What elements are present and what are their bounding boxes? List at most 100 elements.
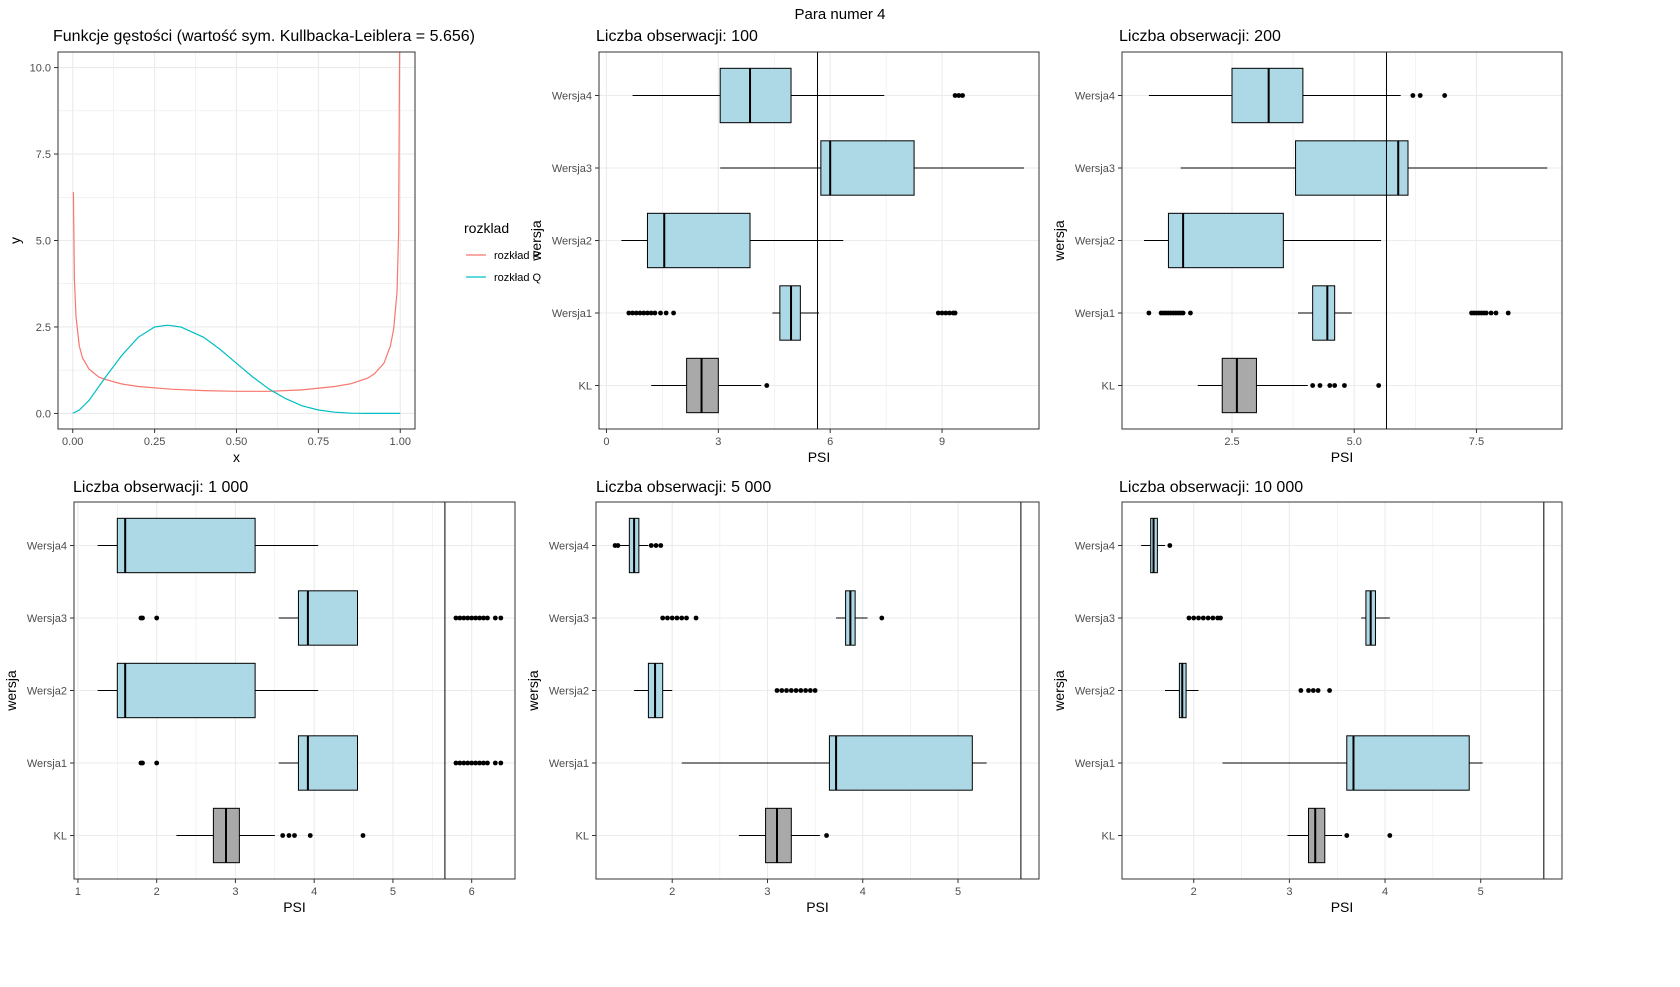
y-tick-label: Wersja3 [552,163,592,175]
outlier-point [465,760,471,766]
box-iqr [820,140,915,196]
x-tick-label: 3 [764,886,770,898]
outlier-point [952,93,958,98]
outlier-point [492,760,498,766]
outlier-point [485,615,490,621]
y-tick-label: Wersja3 [549,613,589,625]
outlier-point [665,615,670,621]
box-wersja1 [138,735,504,791]
outlier-point [935,310,941,316]
outlier-point [1327,688,1332,693]
x-tick-label: 5 [390,886,396,898]
outlier-point [1387,833,1393,838]
outlier-point [674,615,680,621]
outlier-point [788,688,794,693]
outlier-point [492,615,498,621]
outlier-point [824,833,829,838]
y-tick-label: Wersja2 [27,686,67,698]
outlier-point [1344,833,1350,838]
x-tick-label: 2.5 [1224,436,1239,448]
box-iqr [1167,212,1284,269]
outlier-point [473,615,479,621]
outlier-point [481,615,486,621]
outlier-point [679,615,685,621]
outlier-point [784,688,789,693]
y-tick-label: Wersja2 [1075,686,1115,698]
outlier-point [637,310,643,316]
box-iqr [1231,67,1304,124]
y-tick-label: Wersja4 [27,541,67,553]
outlier-point [485,760,490,766]
outlier-point [469,615,475,621]
box-wersja4 [632,67,965,124]
outlier-point [1196,615,1201,621]
outlier-point [671,310,676,316]
outlier-point [1310,383,1316,388]
series-line-q [72,324,401,414]
box-wersja2 [1165,662,1332,719]
box-iqr [1221,357,1257,414]
x-tick-label: 3 [232,886,238,898]
outlier-point [473,760,479,766]
y-tick-label: Wersja2 [549,686,589,698]
outlier-point [774,688,780,693]
x-tick-label: 4 [860,886,866,898]
x-tick-label: 0.75 [308,436,329,448]
box-wersja4 [97,517,319,574]
x-axis-title: x [233,449,240,465]
box-wersja4 [612,517,664,574]
y-tick-label: Wersja1 [1075,758,1115,770]
y-tick-label: KL [54,831,67,843]
box-kl [738,807,829,864]
x-tick-label: 5.0 [1347,436,1362,448]
y-tick-label: KL [1102,831,1115,843]
y-tick-label: 10.0 [30,63,51,75]
box-kl [1287,807,1393,864]
outlier-point [648,543,654,548]
y-tick-label: Wersja1 [552,308,592,320]
x-axis-title: PSI [283,899,306,915]
outlier-point [658,543,664,548]
x-tick-label: 0 [603,436,609,448]
outlier-point [461,760,467,766]
panel-title: Liczba obserwacji: 200 [1119,28,1281,45]
box-wersja2 [97,662,319,719]
x-tick-label: 6 [827,436,833,448]
outlier-point [1410,93,1416,98]
outlier-point [615,543,621,548]
outlier-point [1417,93,1423,98]
y-tick-label: KL [1102,381,1115,393]
boxplot-panel: 2.5 5.0 7.5 Wersja4 Wersja3 Wersja2 Wersja1 KL L… [1051,28,1563,465]
density-panel: 0.00 0.25 0.50 0.75 1.00 0.0 2.5 5.0 7.5 10.0 Funk… [7,28,542,465]
boxplot-panel: 1 2 3 4 5 6 Wersja4 Wersja3 Wersja2 Wersja1 KL Licz… [3,479,516,915]
x-axis-title: PSI [1331,899,1354,915]
y-tick-label: Wersja1 [27,758,67,770]
y-tick-label: 7.5 [36,149,51,161]
x-tick-label: 1 [75,886,81,898]
outlier-point [648,310,654,316]
y-axis-title: wersja [3,670,19,712]
y-tick-label: Wersja2 [1075,236,1115,248]
x-tick-label: 1.00 [390,436,411,448]
outlier-point [663,310,669,316]
outlier-point [469,760,475,766]
outlier-point [1210,615,1216,621]
x-tick-label: 0.00 [62,436,83,448]
outlier-point [1191,615,1197,621]
outlier-point [140,615,145,621]
outlier-point [1315,688,1321,693]
x-tick-label: 3 [715,436,721,448]
panel-title: Liczba obserwacji: 100 [596,28,758,45]
outlier-point [803,688,808,693]
box-iqr [719,67,792,124]
outlier-point [660,615,666,621]
outlier-point [939,310,945,316]
outlier-point [669,615,675,621]
boxplot-panel: 2 3 4 5 Wersja4 Wersja3 Wersja2 Wersja1 KL Liczba… [525,479,1040,915]
outlier-point [457,615,463,621]
x-axis-title: PSI [1331,449,1354,465]
box-iqr [1295,140,1409,196]
x-tick-label: 6 [469,886,475,898]
outlier-point [658,310,663,316]
